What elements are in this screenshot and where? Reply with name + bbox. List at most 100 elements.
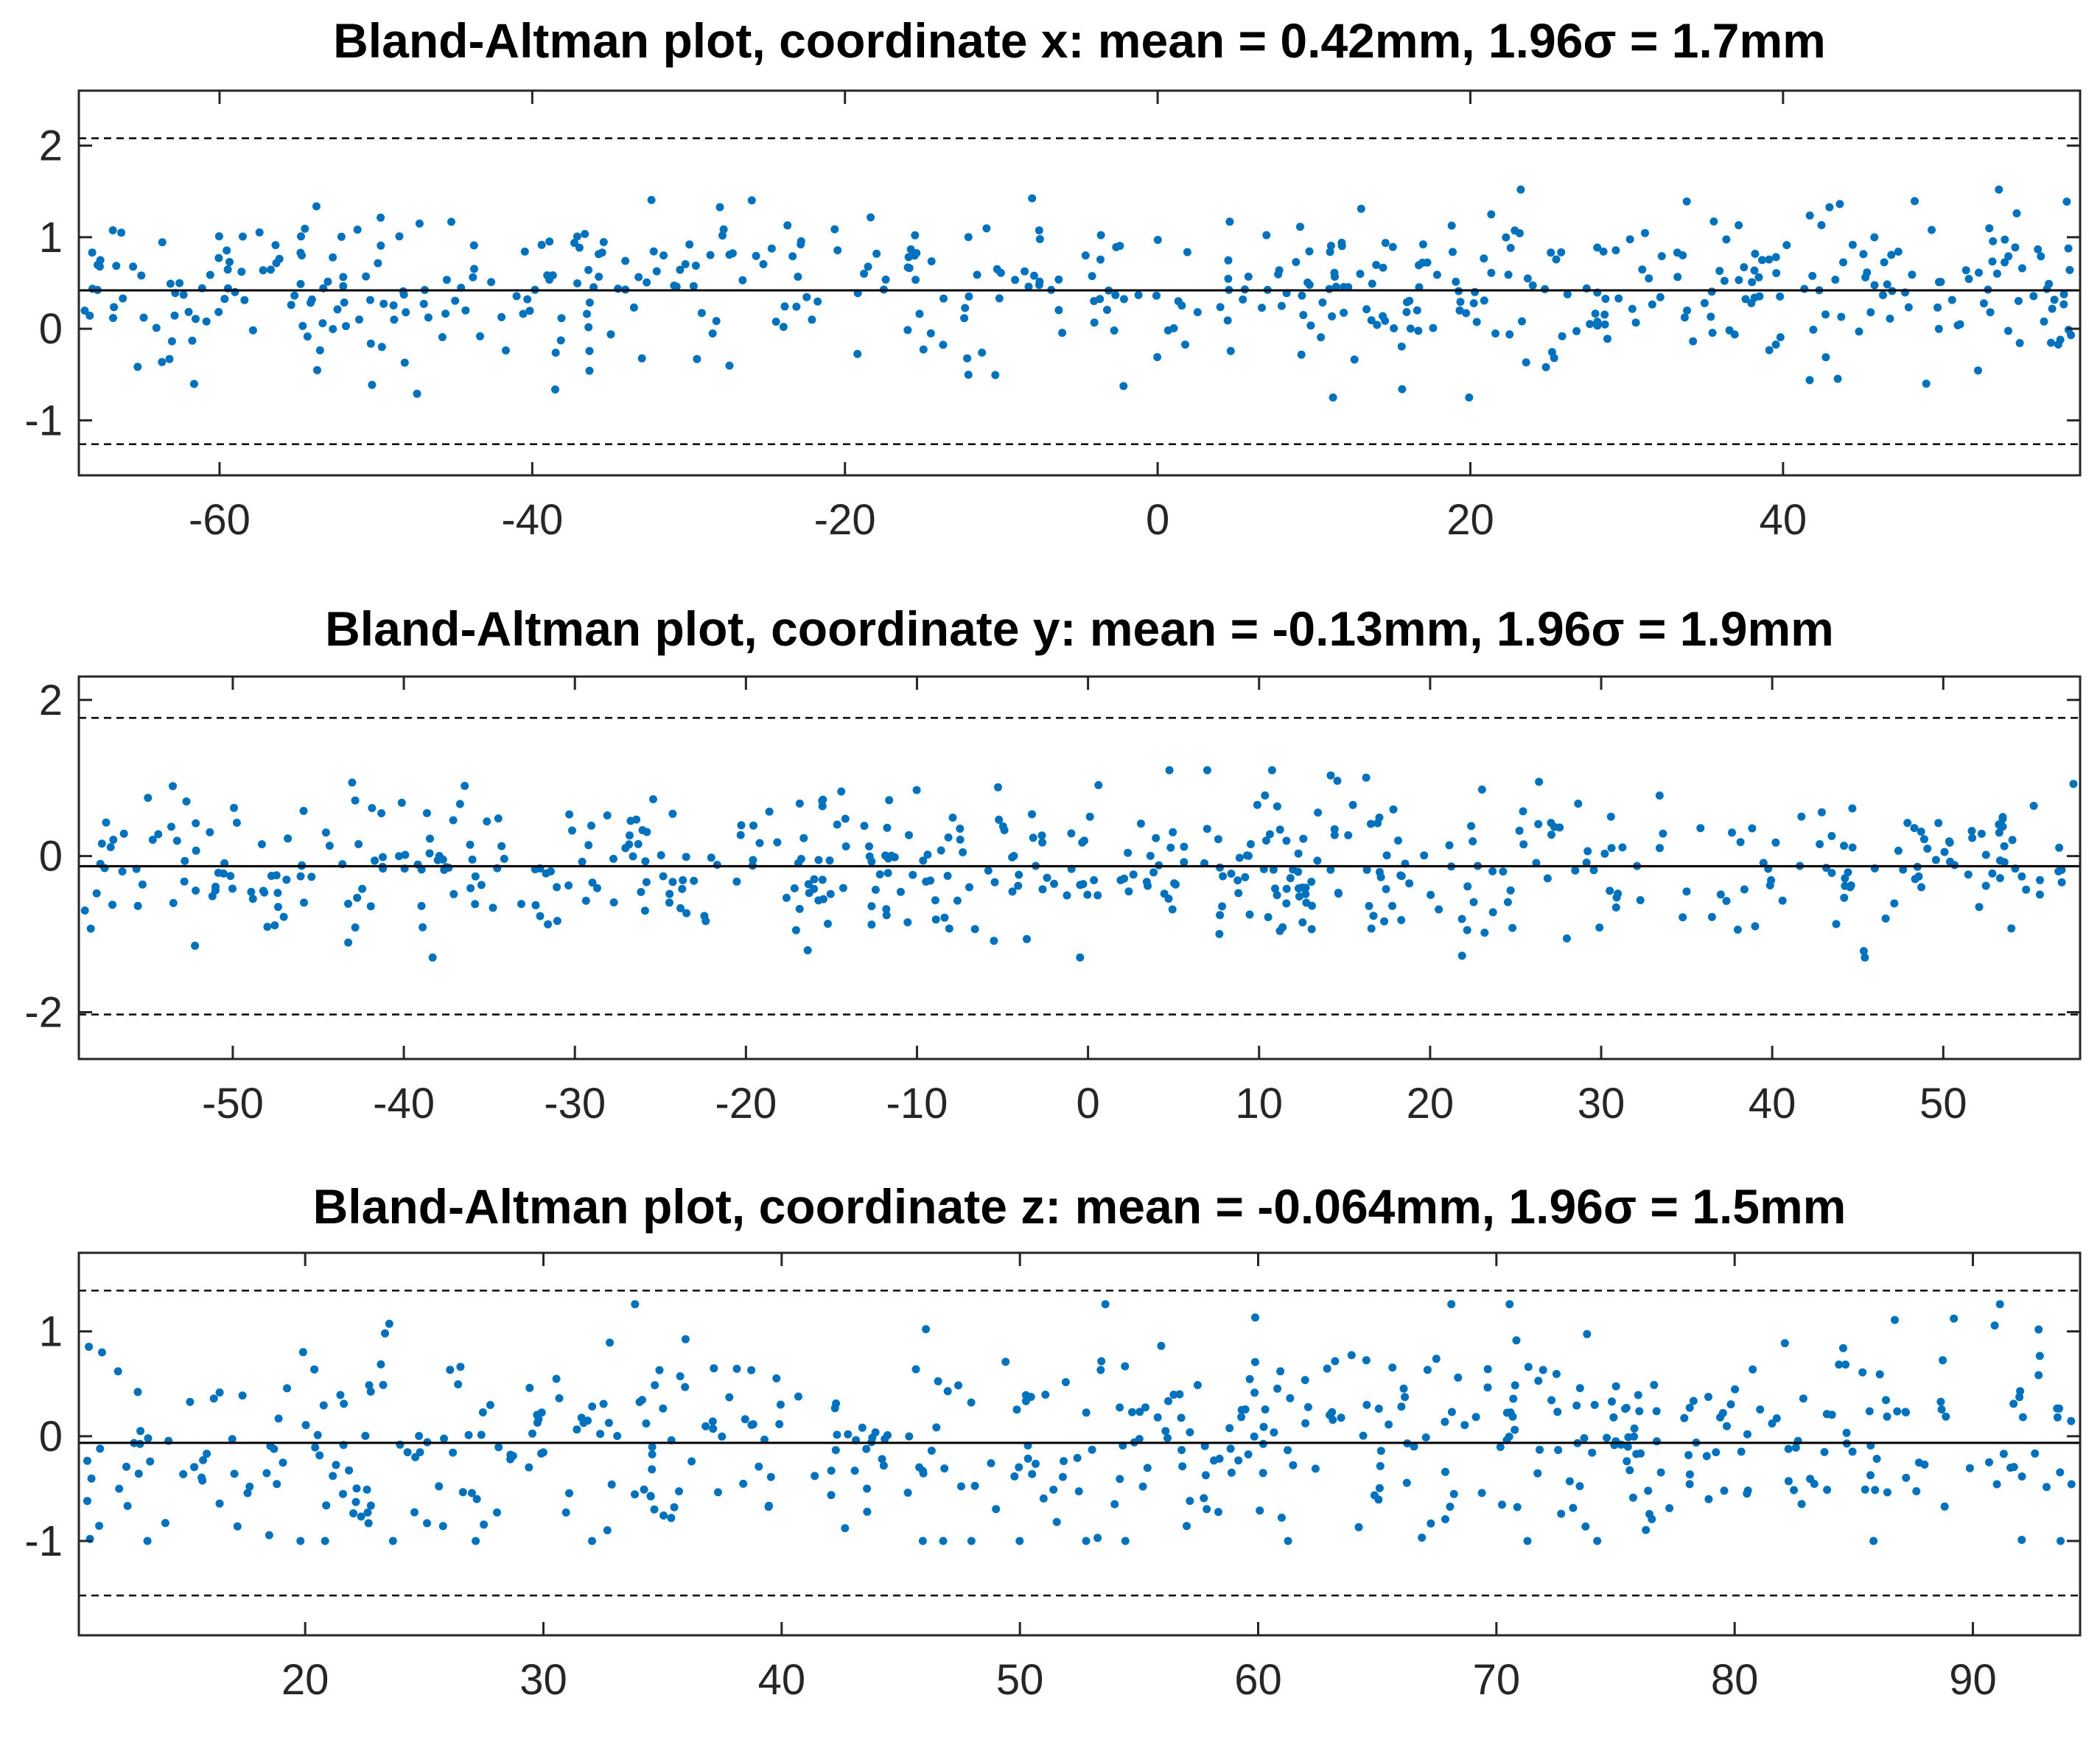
data-point xyxy=(736,831,745,839)
data-point xyxy=(682,909,691,918)
data-point xyxy=(867,213,875,222)
data-point xyxy=(867,902,876,911)
data-point xyxy=(1402,308,1411,316)
data-point xyxy=(2004,326,2012,335)
data-point xyxy=(1648,300,1656,309)
data-point xyxy=(255,228,264,237)
data-point xyxy=(1193,1381,1202,1389)
data-point xyxy=(273,889,282,898)
data-point xyxy=(1600,849,1609,858)
data-point xyxy=(1975,268,1983,277)
data-point xyxy=(715,203,724,212)
data-point xyxy=(1931,856,1940,864)
data-point xyxy=(1295,892,1303,901)
data-point xyxy=(260,888,269,897)
data-point xyxy=(471,872,480,881)
data-point xyxy=(238,232,247,241)
data-point xyxy=(2037,252,2045,261)
data-point xyxy=(1200,1441,1209,1450)
data-point xyxy=(915,310,924,318)
data-point xyxy=(1890,899,1899,908)
data-point xyxy=(747,1421,756,1430)
x-tick-label: -60 xyxy=(189,496,251,544)
data-point xyxy=(2034,1371,2043,1380)
data-point xyxy=(1735,221,1743,230)
data-point xyxy=(2014,296,2023,305)
data-point xyxy=(1058,1472,1067,1481)
data-point xyxy=(1244,272,1253,281)
data-point xyxy=(1870,233,1879,242)
data-point xyxy=(1499,867,1508,876)
data-point xyxy=(1910,824,1919,833)
y-tick-label: 2 xyxy=(39,677,63,724)
data-point xyxy=(1614,294,1623,303)
data-point xyxy=(1817,808,1826,817)
data-point xyxy=(1026,1393,1035,1401)
data-point xyxy=(214,254,223,262)
data-point xyxy=(1049,1485,1058,1494)
data-point xyxy=(1111,290,1120,299)
data-point xyxy=(1964,275,1973,283)
data-point xyxy=(1375,867,1384,876)
data-point xyxy=(573,232,581,241)
data-point xyxy=(1735,276,1743,284)
data-point xyxy=(1634,1391,1642,1399)
data-point xyxy=(339,282,348,290)
data-point xyxy=(1656,1468,1665,1477)
data-point xyxy=(1164,895,1173,903)
data-point xyxy=(1848,804,1857,813)
data-point xyxy=(190,1463,199,1472)
data-point xyxy=(158,238,167,247)
data-point xyxy=(2065,265,2074,274)
data-point xyxy=(198,1476,207,1485)
data-point xyxy=(578,857,587,866)
data-point xyxy=(1366,819,1375,828)
data-point xyxy=(1245,1374,1254,1383)
data-point xyxy=(2067,1416,2076,1425)
data-point xyxy=(1588,1448,1597,1457)
data-point xyxy=(1839,1343,1847,1352)
data-point xyxy=(1054,306,1063,315)
data-point xyxy=(1883,1488,1891,1497)
data-point xyxy=(1432,270,1441,279)
data-point xyxy=(1848,240,1857,249)
data-point xyxy=(449,1448,458,1457)
data-point xyxy=(543,271,552,280)
data-point xyxy=(712,317,721,326)
data-point xyxy=(882,905,891,914)
data-point xyxy=(584,323,593,332)
data-point xyxy=(1301,890,1310,898)
data-point xyxy=(833,820,841,829)
data-point xyxy=(1157,1341,1166,1350)
data-point xyxy=(565,1489,573,1497)
data-point xyxy=(1904,303,1913,312)
data-point xyxy=(340,1399,349,1408)
data-point xyxy=(539,1448,547,1457)
data-point xyxy=(1015,870,1023,879)
data-point xyxy=(634,839,643,848)
data-point xyxy=(1233,876,1242,885)
data-point xyxy=(1282,899,1291,908)
data-point xyxy=(1995,1300,2004,1309)
x-tick-label: 0 xyxy=(1076,1080,1099,1128)
data-point xyxy=(1936,278,1945,286)
data-point xyxy=(649,795,657,803)
data-point xyxy=(943,1387,952,1396)
data-point xyxy=(1730,330,1739,339)
data-point xyxy=(290,291,299,300)
data-point xyxy=(296,279,305,288)
data-point xyxy=(2008,836,2017,845)
data-point xyxy=(469,273,477,282)
axes-box xyxy=(77,675,2082,1060)
data-point xyxy=(472,1495,481,1503)
data-point xyxy=(709,1425,718,1433)
data-point xyxy=(403,1448,412,1457)
data-point xyxy=(349,1509,358,1517)
data-point xyxy=(1844,868,1852,877)
data-point xyxy=(301,1421,310,1430)
data-point xyxy=(728,249,737,258)
data-point xyxy=(646,1492,655,1500)
data-point xyxy=(2035,890,2044,899)
data-point xyxy=(1611,246,1620,255)
data-point xyxy=(797,237,805,245)
